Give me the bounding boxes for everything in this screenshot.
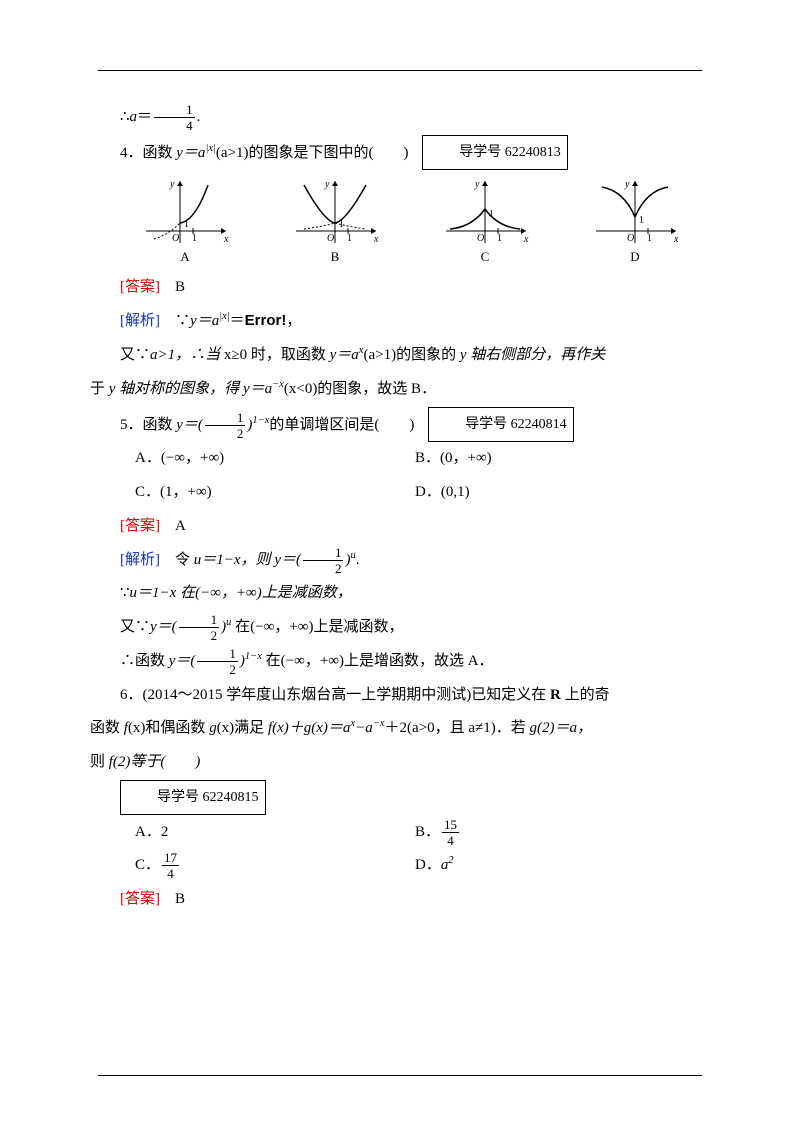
graph-c-svg: x y 1O 1 — [440, 177, 530, 247]
svg-text:1: 1 — [497, 233, 502, 244]
svg-text:1: 1 — [647, 233, 652, 244]
svg-text:x: x — [223, 234, 229, 245]
svg-text:1: 1 — [639, 215, 644, 226]
page: { "line1": {"pre":"∴","var":"a","eq":"＝"… — [0, 0, 800, 1132]
q5-optC: C．(1，+∞) — [135, 476, 415, 510]
q4-stem: 4．函数 y＝a|x|(a>1)的图象是下图中的( ) 导学号 62240813 — [90, 135, 710, 171]
q6-line3: 则 f(2)等于( ) — [90, 746, 710, 780]
q5-stem: 5．函数 y＝(12)1−x的单调增区间是( ) 导学号 62240814 — [90, 407, 710, 443]
prev-conclusion: ∴a＝14. — [90, 101, 710, 135]
q5-optD: D．(0,1) — [415, 476, 470, 510]
q5-s1: [解析] 令 u＝1−x，则 y＝(12)u. — [90, 544, 710, 578]
q5-s2: ∵u＝1−x 在(−∞，+∞)上是减函数， — [90, 577, 710, 611]
svg-text:1: 1 — [192, 233, 197, 244]
q6-answer: [答案] B — [90, 883, 710, 917]
q5-optA: A．(−∞，+∞) — [135, 442, 415, 476]
q4-answer: [答案] B — [90, 271, 710, 305]
svg-text:O: O — [477, 233, 484, 244]
rule-bottom — [98, 1075, 702, 1076]
var-a: a — [130, 109, 138, 125]
label-d: D — [590, 249, 680, 265]
label-a: A — [140, 249, 230, 265]
q6-line2: 函数 f(x)和偶函数 g(x)满足 f(x)＋g(x)＝ax−a−x＋2(a>… — [90, 712, 710, 746]
q6-line1: 6．(2014～2015 学年度山东烟台高一上学期期中测试)已知定义在 R 上的… — [90, 679, 710, 713]
q6-optB: B．154 — [415, 816, 461, 850]
q5-s4: ∴函数 y＝(12)1−x 在(−∞，+∞)上是增函数，故选 A． — [90, 645, 710, 679]
daoxue-5: 导学号 62240814 — [428, 407, 574, 443]
svg-text:O: O — [627, 233, 634, 244]
analysis-label: [解析] — [120, 313, 160, 329]
graph-b-svg: x y 1O 1 — [290, 177, 380, 247]
svg-text:y: y — [324, 179, 330, 190]
svg-text:1: 1 — [347, 233, 352, 244]
label-b: B — [290, 249, 380, 265]
q5-s3: 又∵y＝(12)u 在(−∞，+∞)上是减函数， — [90, 611, 710, 645]
graph-c: x y 1O 1 C — [440, 177, 530, 265]
svg-text:x: x — [373, 234, 379, 245]
answer-label: [答案] — [120, 279, 160, 295]
q6-optD: D．a2 — [415, 849, 454, 883]
graph-b: x y 1O 1 B — [290, 177, 380, 265]
error-text: Error! — [245, 312, 287, 329]
q4-graphs: x y 1O 1 A x y 1O 1 B x y 1O — [110, 177, 710, 265]
svg-text:y: y — [169, 179, 175, 190]
q6-opts-1: A．2 B．154 — [90, 816, 710, 850]
q4-exp1: 又∵a>1，∴当 x≥0 时，取函数 y＝ax(a>1)的图象的 y 轴右侧部分… — [90, 339, 710, 373]
q4-analysis: [解析] ∵y＝a|x|＝Error!， — [90, 304, 710, 339]
q6-optA: A．2 — [135, 816, 415, 850]
svg-text:y: y — [624, 179, 630, 190]
graph-a-svg: x y 1O 1 — [140, 177, 230, 247]
frac-1-4: 14 — [154, 103, 195, 132]
eq: ＝ — [137, 109, 152, 125]
graph-a: x y 1O 1 A — [140, 177, 230, 265]
q5-opts-1: A．(−∞，+∞) B．(0，+∞) — [90, 442, 710, 476]
q4-exp2: 于 y 轴对称的图象，得 y＝a−x(x<0)的图象，故选 B． — [90, 373, 710, 407]
label-c: C — [440, 249, 530, 265]
frac-half-1: 12 — [205, 411, 246, 440]
q5-opts-2: C．(1，+∞) D．(0,1) — [90, 476, 710, 510]
graph-d-svg: x y 1O 1 — [590, 177, 680, 247]
q5-answer: [答案] A — [90, 510, 710, 544]
q6-daoxue: 导学号 62240815 — [90, 780, 710, 816]
svg-text:y: y — [474, 179, 480, 190]
rule-top — [98, 70, 702, 71]
svg-text:x: x — [523, 234, 529, 245]
daoxue-4: 导学号 62240813 — [422, 135, 568, 171]
svg-text:O: O — [327, 233, 334, 244]
svg-text:x: x — [673, 234, 679, 245]
svg-text:O: O — [172, 233, 179, 244]
q6-opts-2: C．174 D．a2 — [90, 849, 710, 883]
therefore: ∴ — [120, 109, 130, 125]
daoxue-6: 导学号 62240815 — [120, 780, 266, 816]
q5-optB: B．(0，+∞) — [415, 442, 492, 476]
graph-d: x y 1O 1 D — [590, 177, 680, 265]
q6-optC: C．174 — [135, 849, 415, 883]
